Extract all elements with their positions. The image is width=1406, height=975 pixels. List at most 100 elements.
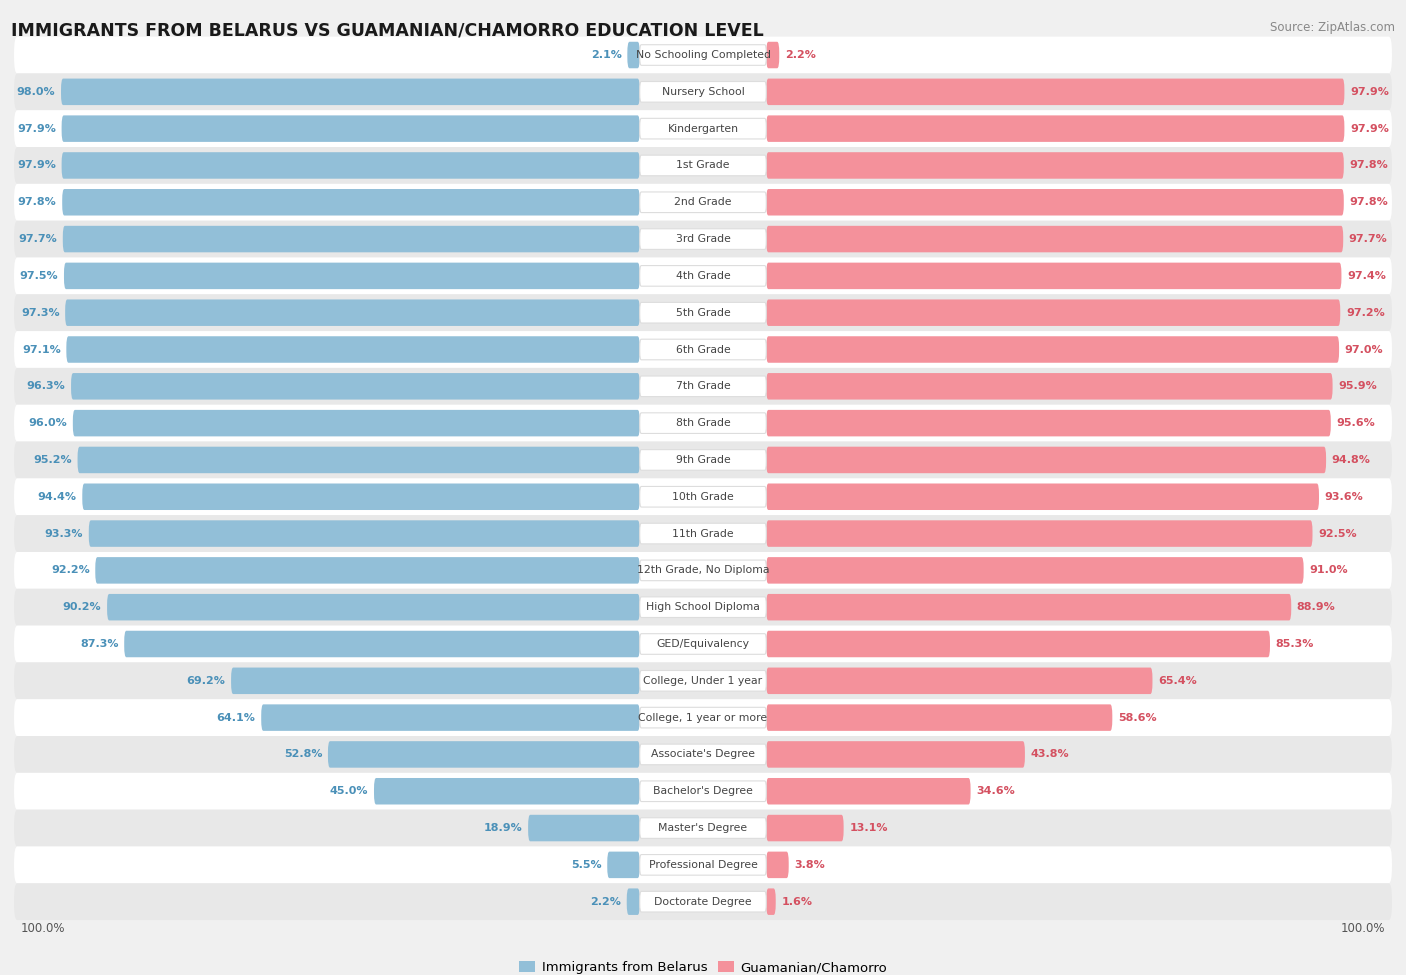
FancyBboxPatch shape [14, 699, 1392, 736]
FancyBboxPatch shape [640, 265, 766, 287]
Text: 10th Grade: 10th Grade [672, 491, 734, 502]
Text: 1st Grade: 1st Grade [676, 161, 730, 171]
FancyBboxPatch shape [65, 262, 640, 290]
FancyBboxPatch shape [231, 668, 640, 694]
Text: 88.9%: 88.9% [1296, 603, 1336, 612]
Text: 98.0%: 98.0% [17, 87, 55, 97]
FancyBboxPatch shape [14, 515, 1392, 552]
Text: 92.5%: 92.5% [1319, 528, 1357, 538]
FancyBboxPatch shape [766, 226, 1343, 253]
FancyBboxPatch shape [63, 226, 640, 253]
FancyBboxPatch shape [640, 302, 766, 323]
FancyBboxPatch shape [640, 155, 766, 176]
FancyBboxPatch shape [14, 368, 1392, 405]
FancyBboxPatch shape [766, 594, 1291, 620]
Text: Kindergarten: Kindergarten [668, 124, 738, 134]
Text: 95.9%: 95.9% [1339, 381, 1376, 391]
FancyBboxPatch shape [14, 442, 1392, 479]
Text: 64.1%: 64.1% [217, 713, 256, 722]
FancyBboxPatch shape [96, 557, 640, 584]
FancyBboxPatch shape [14, 809, 1392, 846]
FancyBboxPatch shape [607, 851, 640, 878]
Text: 13.1%: 13.1% [849, 823, 887, 833]
FancyBboxPatch shape [14, 332, 1392, 368]
Text: 90.2%: 90.2% [63, 603, 101, 612]
FancyBboxPatch shape [640, 229, 766, 250]
Text: IMMIGRANTS FROM BELARUS VS GUAMANIAN/CHAMORRO EDUCATION LEVEL: IMMIGRANTS FROM BELARUS VS GUAMANIAN/CHA… [11, 21, 763, 39]
FancyBboxPatch shape [14, 37, 1392, 73]
Text: 2.2%: 2.2% [591, 897, 621, 907]
Text: 3.8%: 3.8% [794, 860, 825, 870]
FancyBboxPatch shape [77, 447, 640, 473]
FancyBboxPatch shape [14, 773, 1392, 809]
Text: 3rd Grade: 3rd Grade [675, 234, 731, 244]
Text: 92.2%: 92.2% [51, 566, 90, 575]
Text: 1.6%: 1.6% [782, 897, 813, 907]
FancyBboxPatch shape [14, 479, 1392, 515]
FancyBboxPatch shape [107, 594, 640, 620]
Text: 94.4%: 94.4% [38, 491, 77, 502]
FancyBboxPatch shape [14, 184, 1392, 220]
FancyBboxPatch shape [14, 257, 1392, 294]
FancyBboxPatch shape [262, 704, 640, 731]
FancyBboxPatch shape [640, 45, 766, 65]
FancyBboxPatch shape [766, 152, 1344, 178]
Text: 96.3%: 96.3% [27, 381, 66, 391]
FancyBboxPatch shape [640, 597, 766, 617]
Text: 97.3%: 97.3% [21, 308, 59, 318]
Text: GED/Equivalency: GED/Equivalency [657, 639, 749, 649]
Text: 95.2%: 95.2% [34, 455, 72, 465]
FancyBboxPatch shape [640, 891, 766, 912]
Text: Associate's Degree: Associate's Degree [651, 750, 755, 760]
Text: 12th Grade, No Diploma: 12th Grade, No Diploma [637, 566, 769, 575]
FancyBboxPatch shape [14, 846, 1392, 883]
Text: 97.7%: 97.7% [1348, 234, 1388, 244]
Text: 7th Grade: 7th Grade [676, 381, 730, 391]
FancyBboxPatch shape [640, 781, 766, 801]
FancyBboxPatch shape [766, 299, 1340, 326]
FancyBboxPatch shape [640, 634, 766, 654]
FancyBboxPatch shape [14, 73, 1392, 110]
FancyBboxPatch shape [328, 741, 640, 767]
FancyBboxPatch shape [60, 79, 640, 105]
Text: 97.7%: 97.7% [18, 234, 58, 244]
Legend: Immigrants from Belarus, Guamanian/Chamorro: Immigrants from Belarus, Guamanian/Chamo… [519, 961, 887, 974]
FancyBboxPatch shape [640, 744, 766, 764]
FancyBboxPatch shape [14, 662, 1392, 699]
FancyBboxPatch shape [766, 410, 1331, 437]
Text: 96.0%: 96.0% [28, 418, 67, 428]
FancyBboxPatch shape [14, 626, 1392, 662]
FancyBboxPatch shape [766, 521, 1313, 547]
FancyBboxPatch shape [766, 447, 1326, 473]
FancyBboxPatch shape [83, 484, 640, 510]
Text: 43.8%: 43.8% [1031, 750, 1069, 760]
FancyBboxPatch shape [766, 336, 1339, 363]
FancyBboxPatch shape [766, 631, 1270, 657]
FancyBboxPatch shape [640, 339, 766, 360]
Text: College, Under 1 year: College, Under 1 year [644, 676, 762, 685]
Text: 97.8%: 97.8% [1350, 197, 1388, 208]
Text: 97.1%: 97.1% [22, 344, 60, 355]
Text: 97.9%: 97.9% [1350, 124, 1389, 134]
Text: Nursery School: Nursery School [662, 87, 744, 97]
Text: 91.0%: 91.0% [1309, 566, 1348, 575]
FancyBboxPatch shape [65, 299, 640, 326]
FancyBboxPatch shape [640, 560, 766, 581]
FancyBboxPatch shape [14, 883, 1392, 920]
FancyBboxPatch shape [640, 376, 766, 397]
Text: 97.8%: 97.8% [18, 197, 56, 208]
FancyBboxPatch shape [766, 888, 776, 915]
Text: 85.3%: 85.3% [1275, 639, 1315, 649]
Text: 2nd Grade: 2nd Grade [675, 197, 731, 208]
FancyBboxPatch shape [627, 888, 640, 915]
Text: 97.9%: 97.9% [17, 124, 56, 134]
Text: 94.8%: 94.8% [1331, 455, 1371, 465]
Text: 97.9%: 97.9% [17, 161, 56, 171]
FancyBboxPatch shape [62, 152, 640, 178]
Text: 9th Grade: 9th Grade [676, 455, 730, 465]
Text: 97.8%: 97.8% [1350, 161, 1388, 171]
FancyBboxPatch shape [89, 521, 640, 547]
FancyBboxPatch shape [766, 42, 779, 68]
FancyBboxPatch shape [766, 79, 1344, 105]
FancyBboxPatch shape [766, 189, 1344, 215]
